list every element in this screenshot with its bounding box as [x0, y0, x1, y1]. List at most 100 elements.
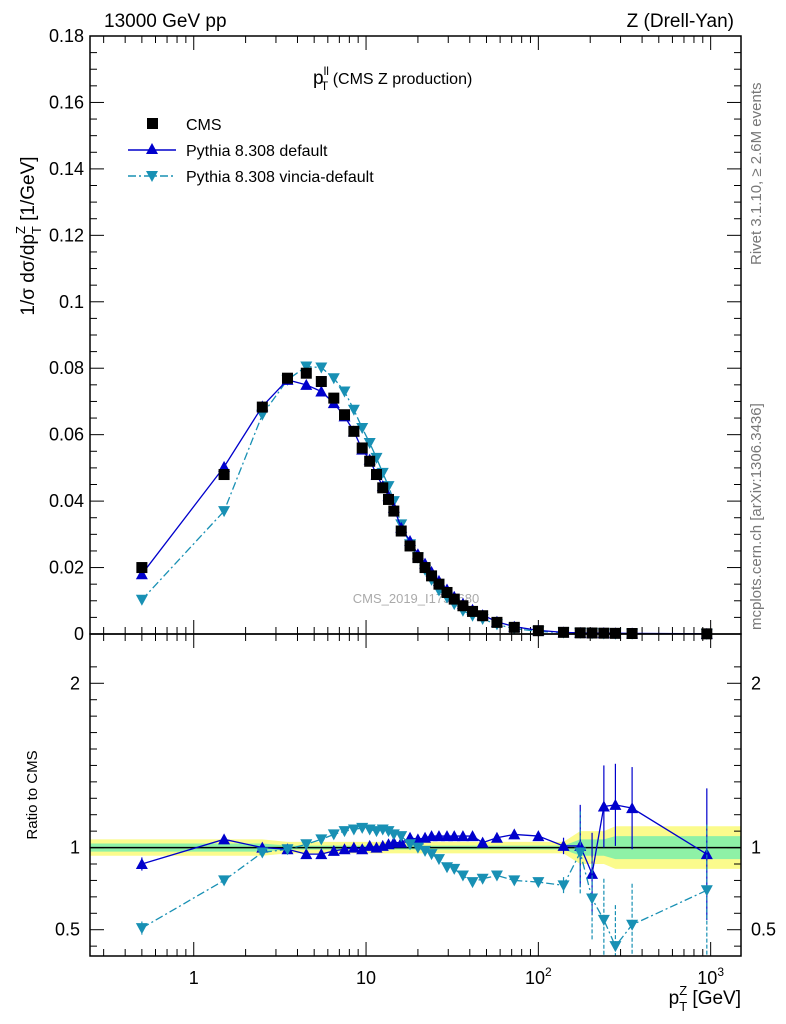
ratio-pythia-8-308-vincia-default-point: [419, 845, 432, 857]
ratio-pythia-8-308-vincia-default-point: [300, 839, 313, 851]
legend-marker-default: [146, 143, 158, 154]
ratio-pythia-8-308-default-point: [490, 831, 503, 843]
ratio-panel-series: [135, 763, 713, 956]
plot-title-rest: (CMS Z production): [328, 71, 472, 88]
y-tick-label: 0.08: [49, 358, 84, 378]
header-left: 13000 GeV pp: [104, 11, 227, 32]
cms-point: [419, 562, 431, 574]
legend-label-vincia: Pythia 8.308 vincia-default: [186, 169, 374, 186]
ratio-panel-axes: 0.5 0.5 1 1 2 2 1 10 102 103: [55, 634, 776, 988]
ratio-pythia-8-308-vincia-default-point: [490, 870, 503, 882]
y-tick-label: 0.14: [49, 159, 84, 179]
x-axis-label-main: p: [669, 988, 680, 1009]
ratio-y-tick-label: 0.5: [55, 920, 80, 940]
pythia-8-308-vincia-default-point: [218, 506, 231, 518]
cms-point: [383, 493, 395, 505]
legend-label-default: Pythia 8.308 default: [186, 143, 328, 160]
ratio-pythia-8-308-default-point: [456, 830, 469, 842]
cms-point: [598, 627, 610, 639]
y-tick-label: 0.04: [49, 491, 84, 511]
cms-point: [218, 469, 230, 481]
ratio-pythia-8-308-vincia-default-point: [466, 877, 479, 889]
ratio-pythia-8-308-default-point: [338, 843, 351, 855]
cms-point: [477, 610, 489, 622]
pythia-8-308-vincia-default-point: [300, 361, 313, 373]
pythia-8-308-vincia-default-point: [338, 386, 351, 398]
pythia-8-308-vincia-default-point: [363, 437, 376, 449]
ratio-pythia-8-308-vincia-default-point: [281, 844, 294, 856]
y-tick-label: 0.06: [49, 425, 84, 445]
cms-point: [467, 605, 479, 617]
x-axis-label-sup: Z: [679, 983, 687, 998]
plot-title-sup: ll: [324, 64, 329, 78]
pythia-8-308-vincia-default-point: [370, 452, 383, 464]
ratio-pythia-8-308-default-point: [508, 828, 521, 840]
cms-point: [315, 376, 327, 388]
ratio-pythia-8-308-default-point: [609, 798, 622, 810]
cms-point: [256, 401, 268, 413]
ratio-pythia-8-308-vincia-default-point: [597, 914, 610, 926]
legend: CMS Pythia 8.308 default Pythia 8.308 vi…: [128, 117, 374, 186]
cms-point: [441, 586, 453, 598]
cms-point: [558, 626, 570, 638]
ratio-pythia-8-308-default-point: [315, 848, 328, 860]
ratio-pythia-8-308-default-point: [448, 830, 461, 842]
x-tick-label: 103: [697, 965, 724, 988]
ratio-pythia-8-308-default-point: [626, 802, 639, 814]
pythia-8-308-default-point: [135, 568, 148, 580]
ratio-pythia-8-308-default-point: [700, 848, 713, 860]
cms-point: [377, 482, 389, 494]
ratio-y-tick-label: 1: [70, 838, 80, 858]
rivet-note: Rivet 3.1.10, ≥ 2.6M events: [748, 83, 765, 266]
ratio-y-tick-label-right: 2: [751, 673, 761, 693]
main-y-label-sup: Z: [13, 226, 28, 234]
ratio-pythia-8-308-vincia-default-point: [327, 829, 340, 841]
x-axis-label-rest: [GeV]: [687, 988, 741, 1009]
ratio-pythia-8-308-default-point: [135, 858, 148, 869]
cms-point: [433, 578, 445, 590]
ratio-pythia-8-308-vincia-default-point: [256, 847, 269, 859]
cms-point: [328, 392, 340, 404]
ratio-y-tick-label: 2: [70, 673, 80, 693]
ratio-pythia-8-308-vincia-default-point: [135, 923, 148, 935]
y-tick-label: 0: [74, 624, 84, 644]
pythia-8-308-vincia-default-point: [135, 594, 148, 606]
ratio-pythia-8-308-vincia-default-point: [404, 839, 417, 851]
ratio-pythia-8-308-vincia-default-point: [448, 863, 461, 875]
main-y-label-sub: T: [29, 226, 44, 234]
ratio-pythia-8-308-default-point: [218, 833, 231, 845]
ratio-pythia-8-308-vincia-default-point: [574, 847, 587, 859]
ratio-pythia-8-308-vincia-default-point: [456, 870, 469, 882]
ratio-pythia-8-308-default-point: [363, 839, 376, 851]
cms-point: [281, 372, 293, 384]
cms-point: [508, 621, 520, 633]
pythia-8-308-vincia-default-point: [356, 423, 369, 435]
ratio-pythia-8-308-vincia-default-point: [315, 834, 328, 846]
main-y-label: 1/σ dσ/dpZT [1/GeV]: [13, 156, 44, 315]
header-right: Z (Drell-Yan): [627, 11, 734, 32]
legend-marker-cms: [147, 118, 158, 129]
cms-point: [395, 525, 407, 537]
x-tick-label: 1: [189, 968, 199, 988]
plot-title-main: p: [313, 68, 324, 89]
cms-point: [348, 425, 360, 437]
cms-point: [491, 616, 503, 628]
pythia-8-308-vincia-default-point: [347, 404, 360, 416]
cms-point: [388, 505, 400, 517]
plot-title-sub: T: [321, 79, 329, 93]
cms-point: [532, 625, 544, 637]
ratio-y-label: Ratio to CMS: [24, 750, 41, 839]
ratio-pythia-8-308-vincia-default-point: [411, 842, 424, 854]
ratio-pythia-8-308-vincia-default-point: [609, 941, 622, 953]
cms-point: [356, 442, 368, 454]
y-tick-label: 0.02: [49, 558, 84, 578]
ratio-pythia-8-308-default-point: [532, 830, 545, 842]
x-axis-label: pZ T [GeV]: [669, 983, 741, 1014]
ratio-pythia-8-308-vincia-default-point: [347, 824, 360, 836]
ratio-pythia-8-308-default-point: [395, 836, 408, 848]
pythia-8-308-vincia-default-point: [315, 362, 328, 374]
cms-point: [136, 562, 148, 574]
ratio-pythia-8-308-default-point: [597, 800, 610, 812]
ratio-pythia-8-308-default-point: [432, 830, 445, 842]
